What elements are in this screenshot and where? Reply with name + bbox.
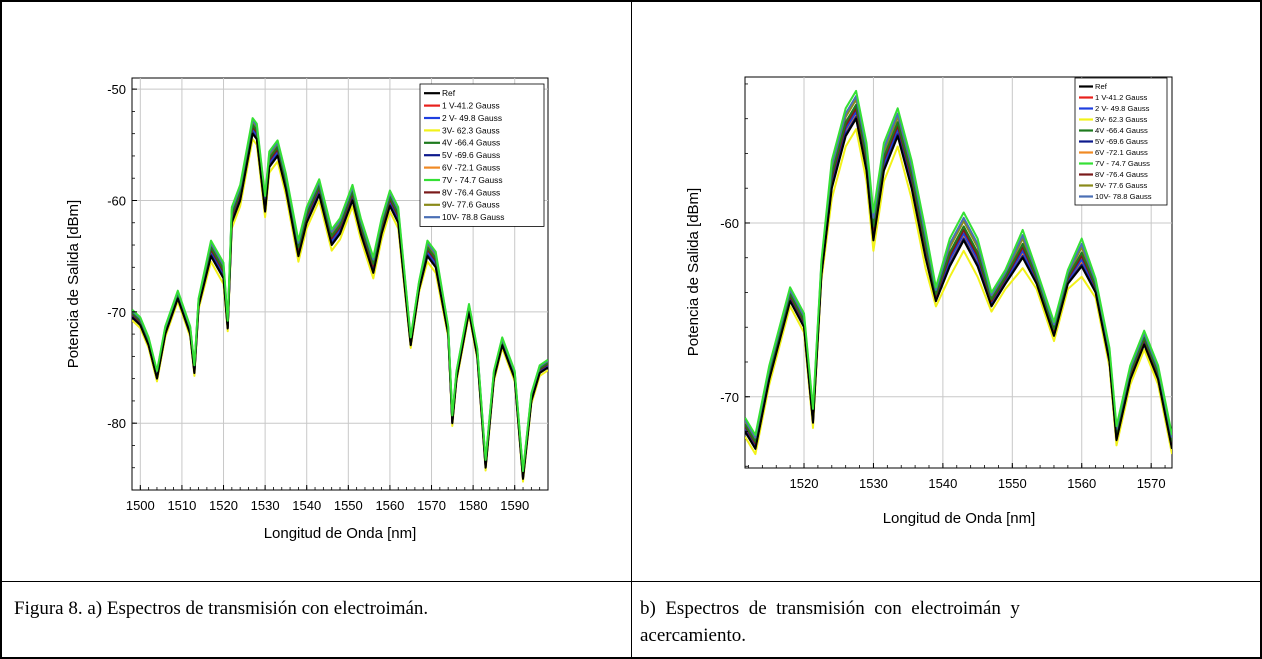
legend-box xyxy=(419,83,545,227)
x-tick-label: 1590 xyxy=(500,498,529,513)
y-tick-label: -60 xyxy=(107,193,126,208)
legend-label: 6V -72.1 Gauss xyxy=(442,163,500,173)
series-line-7 xyxy=(745,89,1172,436)
x-tick-label: 1570 xyxy=(417,498,446,513)
legend-label: 9V- 77.6 Gauss xyxy=(1095,181,1148,190)
legend-label: 8V -76.4 Gauss xyxy=(1095,170,1148,179)
caption-right-line2: acercamiento. xyxy=(640,625,747,646)
x-tick-label: 1550 xyxy=(998,476,1027,491)
legend-label: 4V -66.4 Gauss xyxy=(1095,126,1148,135)
legend-b: Ref 1 V-41.2 Gauss 2 V- 49.8 Gauss 3V- 62.3… xyxy=(1074,77,1168,206)
caption-left: Figura 8. a) Espectros de transmisión co… xyxy=(14,598,429,619)
x-tick-label: 1530 xyxy=(251,498,280,513)
x-tick-label: 1520 xyxy=(209,498,238,513)
x-tick-label: 1510 xyxy=(167,498,196,513)
legend-label: 8V -76.4 Gauss xyxy=(442,187,500,197)
x-tick-label: 1560 xyxy=(1067,476,1096,491)
legend-label: 5V -69.6 Gauss xyxy=(1095,137,1148,146)
table-border-right xyxy=(1260,0,1262,659)
chart-a: 1500 1510 1520 1530 1540 1550 1560 1570 1580 1590… xyxy=(65,77,549,542)
legend-label: 5V -69.6 Gauss xyxy=(442,150,500,160)
x-tick-label: 1570 xyxy=(1137,476,1166,491)
legend-label: 2 V- 49.8 Gauss xyxy=(1095,104,1150,113)
legend-label: 10V- 78.8 Gauss xyxy=(1095,192,1152,201)
legend-label: 4V -66.4 Gauss xyxy=(442,138,500,148)
y-tick-label: -80 xyxy=(107,416,126,431)
caption-right-line1: b) Espectros de transmisión con electroi… xyxy=(640,598,1020,619)
table-divider-horizontal xyxy=(0,581,1262,582)
x-tick-label: 1550 xyxy=(334,498,363,513)
y-tick-label: -60 xyxy=(720,216,739,231)
y-tick-label: -50 xyxy=(107,82,126,97)
x-tick-label: 1540 xyxy=(928,476,957,491)
legend-label: 9V- 77.6 Gauss xyxy=(442,200,500,210)
legend-label: 7V - 74.7 Gauss xyxy=(442,175,503,185)
legend-label: 1 V-41.2 Gauss xyxy=(1095,93,1148,102)
x-axis-label-a: Longitud de Onda [nm] xyxy=(264,525,417,542)
x-tick-label: 1540 xyxy=(292,498,321,513)
x-tick-label: 1530 xyxy=(859,476,888,491)
y-tick-label: -70 xyxy=(107,305,126,320)
series-lines-a xyxy=(132,117,548,483)
legend-label: 6V -72.1 Gauss xyxy=(1095,148,1148,157)
ticks-b: 1520 1530 1540 1550 1560 1570 -60 -70 xyxy=(720,83,1166,491)
x-axis-label-b: Longitud de Onda [nm] xyxy=(883,510,1036,527)
series-lines-b xyxy=(745,89,1172,456)
legend-label: Ref xyxy=(442,88,456,98)
x-tick-label: 1520 xyxy=(790,476,819,491)
legend-label: Ref xyxy=(1095,82,1108,91)
y-tick-label: -70 xyxy=(720,390,739,405)
legend-label: 7V - 74.7 Gauss xyxy=(1095,159,1150,168)
y-axis-label-a: Potencia de Salida [dBm] xyxy=(65,200,82,368)
legend-label: 2 V- 49.8 Gauss xyxy=(442,113,502,123)
y-axis-label-b: Potencia de Salida [dBm] xyxy=(685,188,702,356)
table-divider-vertical xyxy=(631,0,632,659)
x-tick-label: 1500 xyxy=(126,498,155,513)
legend-label: 10V- 78.8 Gauss xyxy=(442,212,504,222)
legend-label: 3V- 62.3 Gauss xyxy=(1095,115,1148,124)
x-tick-label: 1560 xyxy=(375,498,404,513)
legend-label: 1 V-41.2 Gauss xyxy=(442,101,500,111)
legend-label: 3V- 62.3 Gauss xyxy=(442,125,500,135)
table-border-left xyxy=(0,0,2,659)
chart-b: 1520 1530 1540 1550 1560 1570 -60 -70 Ref 1 V-41… xyxy=(685,76,1173,527)
x-tick-label: 1580 xyxy=(459,498,488,513)
ticks-a: 1500 1510 1520 1530 1540 1550 1560 1570 1580 1590… xyxy=(107,82,549,513)
legend-a: Ref 1 V-41.2 Gauss 2 V- 49.8 Gauss 3V- 62.3… xyxy=(419,83,545,227)
series-line-7 xyxy=(132,117,548,473)
